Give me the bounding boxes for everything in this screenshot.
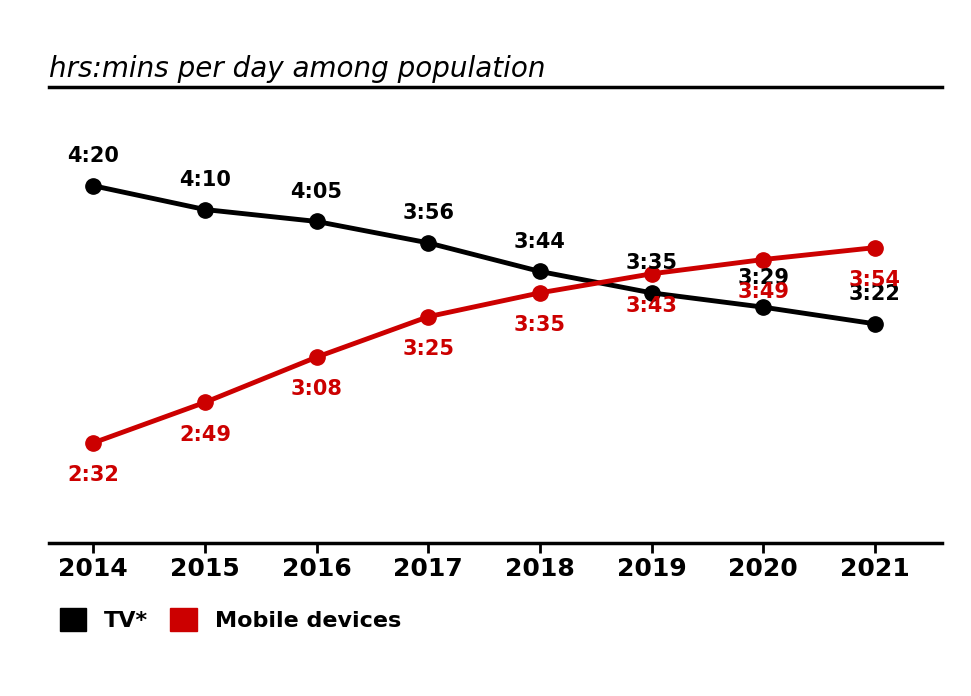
Text: 3:56: 3:56 [402, 203, 454, 223]
Text: 3:29: 3:29 [737, 268, 789, 287]
Text: 3:35: 3:35 [625, 253, 678, 274]
Text: 3:49: 3:49 [737, 282, 789, 302]
Text: 2:32: 2:32 [67, 465, 119, 485]
Text: hrs:mins per day among population: hrs:mins per day among population [49, 54, 545, 83]
Text: 4:10: 4:10 [179, 170, 231, 190]
Text: 3:08: 3:08 [290, 379, 343, 400]
Text: 3:25: 3:25 [402, 339, 454, 359]
Text: 3:35: 3:35 [514, 315, 566, 335]
Text: 4:05: 4:05 [290, 182, 343, 202]
Text: 3:22: 3:22 [849, 285, 901, 304]
Text: 3:43: 3:43 [625, 296, 678, 316]
Text: 2:49: 2:49 [179, 425, 231, 445]
Legend: TV*, Mobile devices: TV*, Mobile devices [59, 608, 401, 631]
Text: 3:54: 3:54 [849, 270, 901, 290]
Text: 4:20: 4:20 [67, 146, 119, 166]
Text: 3:44: 3:44 [514, 232, 566, 252]
